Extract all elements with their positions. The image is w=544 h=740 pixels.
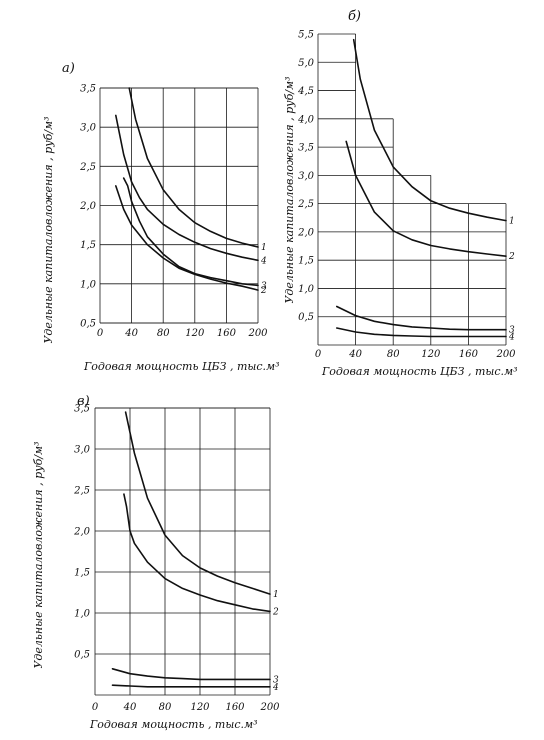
x-tick-label: 0 bbox=[315, 349, 322, 360]
x-tick-label: 0 bbox=[92, 702, 99, 713]
grid bbox=[317, 33, 507, 346]
x-tick-label: 200 bbox=[259, 702, 280, 713]
y-tick-label: 3,0 bbox=[80, 123, 97, 134]
x-tick-label: 40 bbox=[348, 349, 362, 360]
series-4-label: 4 bbox=[508, 333, 515, 343]
y-tick-label: 3,0 bbox=[74, 445, 91, 456]
y-tick-label: 2,0 bbox=[79, 201, 97, 212]
chart-panel-a: 0,5 1,0 1,5 2,0 2,5 3,0 3,5 0 40 80 120 160 200 а) Год… bbox=[42, 61, 280, 373]
y-tick-label: 3,0 bbox=[298, 171, 315, 182]
y-tick-label: 2,5 bbox=[73, 486, 90, 497]
y-tick-label: 1,5 bbox=[74, 568, 90, 579]
panel-letter: в) bbox=[77, 394, 90, 409]
y-tick-label: 3,5 bbox=[74, 404, 90, 415]
x-tick-label: 200 bbox=[247, 328, 268, 339]
x-tick-label: 40 bbox=[124, 328, 138, 339]
series-4-label: 4 bbox=[272, 683, 279, 693]
series-3-line bbox=[336, 305, 507, 331]
y-tick-label: 5,0 bbox=[298, 58, 315, 69]
y-tick-label: 1,5 bbox=[298, 256, 314, 267]
chart-panel-v: 0,5 1,0 1,5 2,0 2,5 3,0 3,5 0 40 80 120 160 200 в) Год… bbox=[32, 394, 280, 731]
series-2-line bbox=[115, 185, 259, 291]
y-tick-label: 3,5 bbox=[80, 84, 96, 95]
series-3-label: 3 bbox=[273, 675, 279, 685]
x-tick-label: 80 bbox=[157, 328, 170, 339]
panel-letter: а) bbox=[62, 61, 75, 76]
series-4-line bbox=[115, 114, 259, 262]
y-tick-label: 4,5 bbox=[297, 86, 314, 97]
x-tick-label: 160 bbox=[217, 328, 237, 339]
x-tick-label: 160 bbox=[225, 702, 245, 713]
x-tick-label: 160 bbox=[459, 349, 479, 360]
series-1-line bbox=[128, 87, 259, 248]
y-axis-title: Удельные капиталовложения , руб/м³ bbox=[283, 76, 296, 303]
x-tick-label: 120 bbox=[421, 349, 441, 360]
x-axis-title: Годовая мощность ЦБЗ , тыс.м³ bbox=[83, 360, 280, 373]
x-tick-label: 120 bbox=[190, 702, 210, 713]
series-2-label: 2 bbox=[272, 607, 279, 617]
series-4-label: 4 bbox=[260, 256, 267, 266]
series-2-line bbox=[123, 493, 271, 613]
series-2-line bbox=[345, 140, 507, 257]
series-1-line bbox=[124, 411, 271, 595]
grid bbox=[94, 407, 271, 696]
y-axis-title: Удельные капиталовложения , руб/м³ bbox=[32, 441, 45, 668]
y-tick-label: 1,0 bbox=[298, 284, 315, 295]
x-tick-label: 120 bbox=[185, 328, 205, 339]
y-tick-label: 1,0 bbox=[80, 279, 97, 290]
series-1-label: 1 bbox=[509, 217, 515, 227]
x-tick-label: 80 bbox=[387, 349, 400, 360]
chart-panel-b: 0,51,01,52,02,53,03,54,04,55,05,50 40 80 12… bbox=[283, 9, 518, 378]
y-tick-label: 2,5 bbox=[297, 199, 314, 210]
y-tick-label: 2,5 bbox=[79, 162, 96, 173]
y-tick-label: 1,5 bbox=[80, 240, 96, 251]
y-tick-label: 3,5 bbox=[298, 143, 314, 154]
x-tick-label: 40 bbox=[123, 702, 137, 713]
y-tick-label: 0,5 bbox=[80, 319, 96, 330]
series-2-label: 2 bbox=[508, 252, 515, 262]
series-3-line bbox=[111, 668, 271, 681]
y-tick-label: 5,5 bbox=[298, 30, 314, 41]
series-1-line bbox=[352, 38, 507, 222]
y-axis-title: Удельные капиталовложения , руб/м³ bbox=[42, 116, 55, 343]
series-3-line bbox=[122, 177, 259, 287]
y-tick-label: 2,0 bbox=[73, 527, 91, 538]
grid bbox=[99, 87, 259, 324]
series-3-label: 3 bbox=[261, 281, 267, 291]
y-tick-label: 4,0 bbox=[297, 114, 315, 125]
y-tick-label: 0,5 bbox=[74, 650, 90, 661]
x-tick-label: 0 bbox=[97, 328, 104, 339]
series-3-label: 3 bbox=[509, 326, 515, 336]
x-axis-title: Годовая мощность , тыс.м³ bbox=[89, 718, 258, 731]
series-1-label: 1 bbox=[261, 243, 267, 253]
series-2-label: 2 bbox=[260, 286, 267, 296]
y-tick-label: 2,0 bbox=[297, 227, 315, 238]
x-axis-title: Годовая мощность ЦБЗ , тыс.м³ bbox=[321, 365, 518, 378]
series-4-line bbox=[336, 327, 507, 338]
series-1-label: 1 bbox=[273, 590, 279, 600]
x-tick-label: 200 bbox=[495, 349, 516, 360]
y-tick-label: 0,5 bbox=[298, 312, 314, 323]
series-4-line bbox=[111, 684, 271, 688]
x-tick-label: 80 bbox=[159, 702, 172, 713]
panel-letter: б) bbox=[348, 9, 361, 24]
y-tick-label: 1,0 bbox=[74, 609, 91, 620]
